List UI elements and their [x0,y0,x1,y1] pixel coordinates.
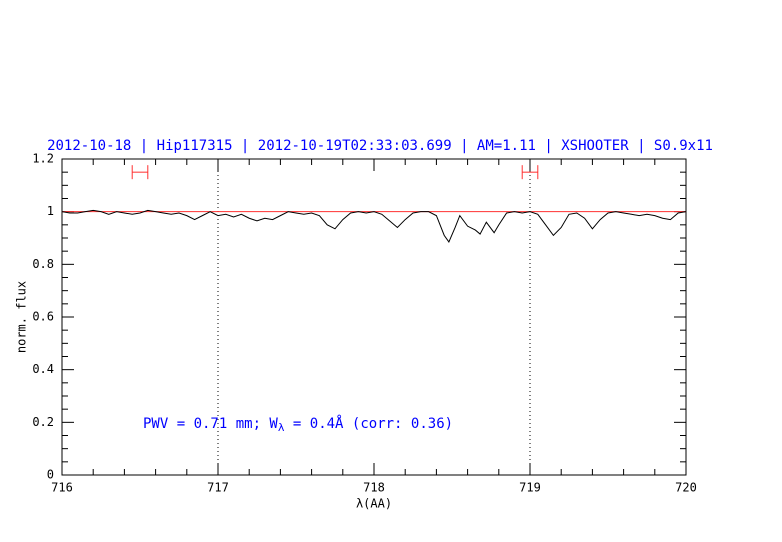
chart-title: 2012-10-18 | Hip117315 | 2012-10-19T02:3… [47,138,713,154]
x-axis-label: λ(AA) [356,497,392,511]
y-tick-label: 0.8 [32,257,54,271]
annotation-subscript: λ [278,421,285,434]
y-tick-label: 0.4 [32,362,54,376]
annotation-part: = 0.4Å (corr: 0.36) [284,415,453,432]
x-tick-label: 718 [363,481,385,495]
annotation-part: PWV = 0.71 mm; W [143,416,278,432]
y-tick-label: 0.2 [32,415,54,429]
y-tick-label: 0.6 [32,310,54,324]
x-tick-label: 716 [51,481,73,495]
x-tick-label: 717 [207,481,229,495]
y-tick-label: 0 [47,468,54,482]
spectrum-line [61,209,687,243]
annotation: PWV = 0.71 mm; Wλ = 0.4Å (corr: 0.36) [143,415,453,434]
x-tick-label: 719 [519,481,541,495]
y-axis-label: norm. flux [15,281,29,353]
y-tick-label: 1.2 [32,152,54,166]
y-tick-label: 1 [47,204,54,218]
x-tick-label: 720 [675,481,697,495]
